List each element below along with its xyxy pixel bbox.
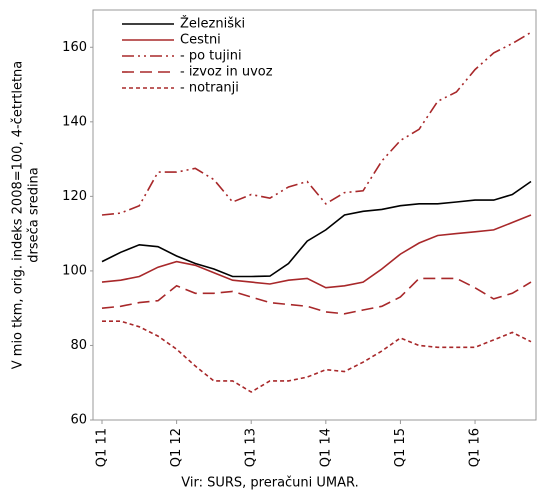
series-line	[102, 320, 532, 393]
y-tick-label: 60	[70, 413, 87, 428]
plot-frame	[92, 9, 537, 421]
x-tick-label: Q1 16	[468, 428, 483, 467]
legend-label: - notranji	[180, 81, 239, 96]
x-tick-label: Q1 13	[244, 428, 259, 467]
x-tick-label: Q1 15	[393, 428, 408, 467]
series-line	[101, 277, 532, 315]
y-axis-label: drseča sredina	[27, 167, 42, 263]
y-tick-label: 80	[70, 338, 87, 353]
y-tick-label: 100	[62, 263, 87, 278]
legend-label: Železniški	[180, 16, 245, 32]
y-tick-label: 160	[62, 40, 87, 55]
y-tick-label: 140	[62, 114, 87, 129]
x-tick-label: Q1 12	[169, 428, 184, 467]
legend-label: Cestni	[180, 33, 221, 48]
y-axis-label: V mio tkm, orig. indeks 2008=100, 4-četr…	[11, 61, 26, 370]
y-tick-label: 120	[62, 189, 87, 204]
legend-label: - izvoz in uvoz	[180, 65, 273, 80]
series-line	[101, 31, 532, 216]
x-tick-label: Q1 14	[318, 428, 333, 467]
x-tick-label: Q1 11	[95, 428, 110, 467]
legend-label: - po tujini	[180, 49, 242, 64]
source-note: Vir: SURS, preračuni UMAR.	[181, 476, 358, 491]
series-line	[101, 180, 532, 278]
series-line	[101, 214, 532, 289]
